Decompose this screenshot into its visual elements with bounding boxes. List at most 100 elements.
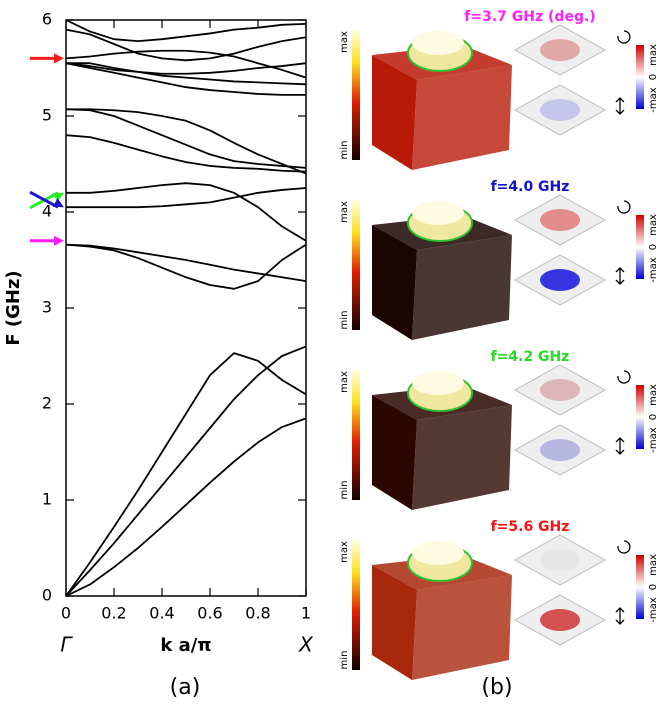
cube-left bbox=[372, 395, 417, 510]
colorbar bbox=[352, 540, 360, 670]
band-line bbox=[65, 243, 307, 283]
y-tick-label: 3 bbox=[42, 298, 52, 317]
resonator-top bbox=[412, 201, 464, 225]
colorbar-label: max bbox=[648, 384, 659, 406]
colorbar bbox=[352, 200, 360, 330]
band-line bbox=[65, 62, 307, 75]
arrow bbox=[30, 53, 64, 64]
plot-frame bbox=[65, 19, 307, 597]
y-tick-label: 2 bbox=[42, 394, 52, 413]
x-end-label: X bbox=[298, 633, 314, 657]
field-spot bbox=[540, 549, 580, 571]
y-tick-label: 5 bbox=[42, 106, 52, 125]
cube-left bbox=[372, 55, 417, 170]
band-line bbox=[66, 187, 307, 209]
colorbar-label: 0 bbox=[648, 244, 659, 250]
band-line bbox=[65, 62, 306, 96]
mode-panel: f=4.0 GHz max min max 0 -max bbox=[339, 179, 659, 340]
band-line bbox=[65, 19, 307, 43]
colorbar-label: -max bbox=[648, 87, 659, 112]
cube-left bbox=[372, 225, 417, 340]
x-tick-label: 0.2 bbox=[101, 604, 126, 623]
colorbar-label: -max bbox=[648, 257, 659, 282]
band-line bbox=[66, 108, 307, 175]
swap-icon bbox=[615, 437, 625, 455]
resonator-top bbox=[412, 541, 464, 565]
field-spot bbox=[540, 439, 580, 461]
band-line bbox=[65, 345, 307, 597]
colorbar-label: max bbox=[339, 541, 350, 563]
cube-right bbox=[412, 575, 512, 680]
x-start-label: Γ bbox=[60, 633, 73, 657]
panel-title: f=4.0 GHz bbox=[491, 179, 570, 195]
arrow-shaft bbox=[29, 190, 59, 209]
rotate-icon bbox=[617, 30, 631, 44]
band-line bbox=[65, 134, 307, 173]
colorbar-label: max bbox=[648, 554, 659, 576]
band-line bbox=[65, 49, 307, 79]
band-line bbox=[65, 417, 307, 597]
colorbar-label: min bbox=[339, 311, 350, 330]
panel-title: f=4.2 GHz bbox=[491, 349, 570, 365]
x-tick-label: 0.8 bbox=[245, 604, 270, 623]
mode-panel: f=4.2 GHz max min max 0 -max bbox=[339, 349, 659, 510]
resonator-top bbox=[412, 31, 464, 55]
colorbar-label: -max bbox=[648, 597, 659, 622]
x-axis-label: k a/π bbox=[160, 635, 211, 656]
x-tick-label: 0 bbox=[61, 604, 71, 623]
y-tick-label: 0 bbox=[42, 586, 52, 605]
field-spot bbox=[540, 39, 580, 61]
band-line bbox=[65, 352, 307, 597]
band-line bbox=[65, 108, 307, 169]
colorbar bbox=[636, 555, 644, 619]
cube-right bbox=[412, 405, 512, 510]
y-tick-label: 1 bbox=[42, 490, 52, 509]
arrow-head bbox=[52, 198, 64, 208]
rotate-icon bbox=[617, 200, 631, 214]
colorbar-label: max bbox=[339, 31, 350, 53]
caption: (a) bbox=[170, 675, 201, 700]
field-spot bbox=[540, 609, 580, 631]
colorbar-label: max bbox=[648, 214, 659, 236]
band-line bbox=[66, 62, 307, 86]
colorbar-label: 0 bbox=[648, 74, 659, 80]
swap-icon bbox=[615, 267, 625, 285]
y-tick-label: 6 bbox=[42, 10, 52, 29]
field-spot bbox=[540, 379, 580, 401]
arrow-head bbox=[54, 53, 64, 64]
x-tick-label: 1 bbox=[301, 604, 311, 623]
mode-panel: f=3.7 GHz (deg.) max min max 0 -max bbox=[339, 9, 659, 170]
colorbar-label: 0 bbox=[648, 414, 659, 420]
colorbar bbox=[636, 45, 644, 109]
x-tick-label: 0.4 bbox=[149, 604, 174, 623]
panel-title: f=3.7 GHz (deg.) bbox=[464, 9, 595, 25]
band-diagram: 0 1 2 3 4 5 6 0 0.2 0.4 0.6 0.8 1 Γ Xk a/π F (GHz) bbox=[3, 10, 314, 657]
resonator-top bbox=[412, 371, 464, 395]
colorbar bbox=[636, 215, 644, 279]
y-tick-label: 4 bbox=[42, 202, 52, 221]
field-spot bbox=[540, 99, 580, 121]
y-axis-label: F (GHz) bbox=[3, 270, 24, 345]
band-line bbox=[66, 182, 307, 242]
caption: (b) bbox=[481, 675, 512, 700]
colorbar bbox=[352, 30, 360, 160]
colorbar bbox=[352, 370, 360, 500]
colorbar-label: max bbox=[339, 371, 350, 393]
colorbar-label: min bbox=[339, 481, 350, 500]
field-spot bbox=[540, 209, 580, 231]
cube-left bbox=[372, 565, 417, 680]
x-tick-label: 0.6 bbox=[197, 604, 222, 623]
rotate-icon bbox=[617, 370, 631, 384]
colorbar-label: -max bbox=[648, 427, 659, 452]
colorbar-label: min bbox=[339, 651, 350, 670]
swap-icon bbox=[615, 607, 625, 625]
arrow-head bbox=[52, 192, 64, 202]
cube-right bbox=[412, 235, 512, 340]
field-spot bbox=[540, 269, 580, 291]
mode-panel: f=5.6 GHz max min max 0 -max bbox=[339, 519, 659, 680]
arrow-head bbox=[54, 235, 64, 246]
colorbar-label: max bbox=[339, 201, 350, 223]
arrow bbox=[29, 190, 64, 209]
colorbar-label: max bbox=[648, 44, 659, 66]
